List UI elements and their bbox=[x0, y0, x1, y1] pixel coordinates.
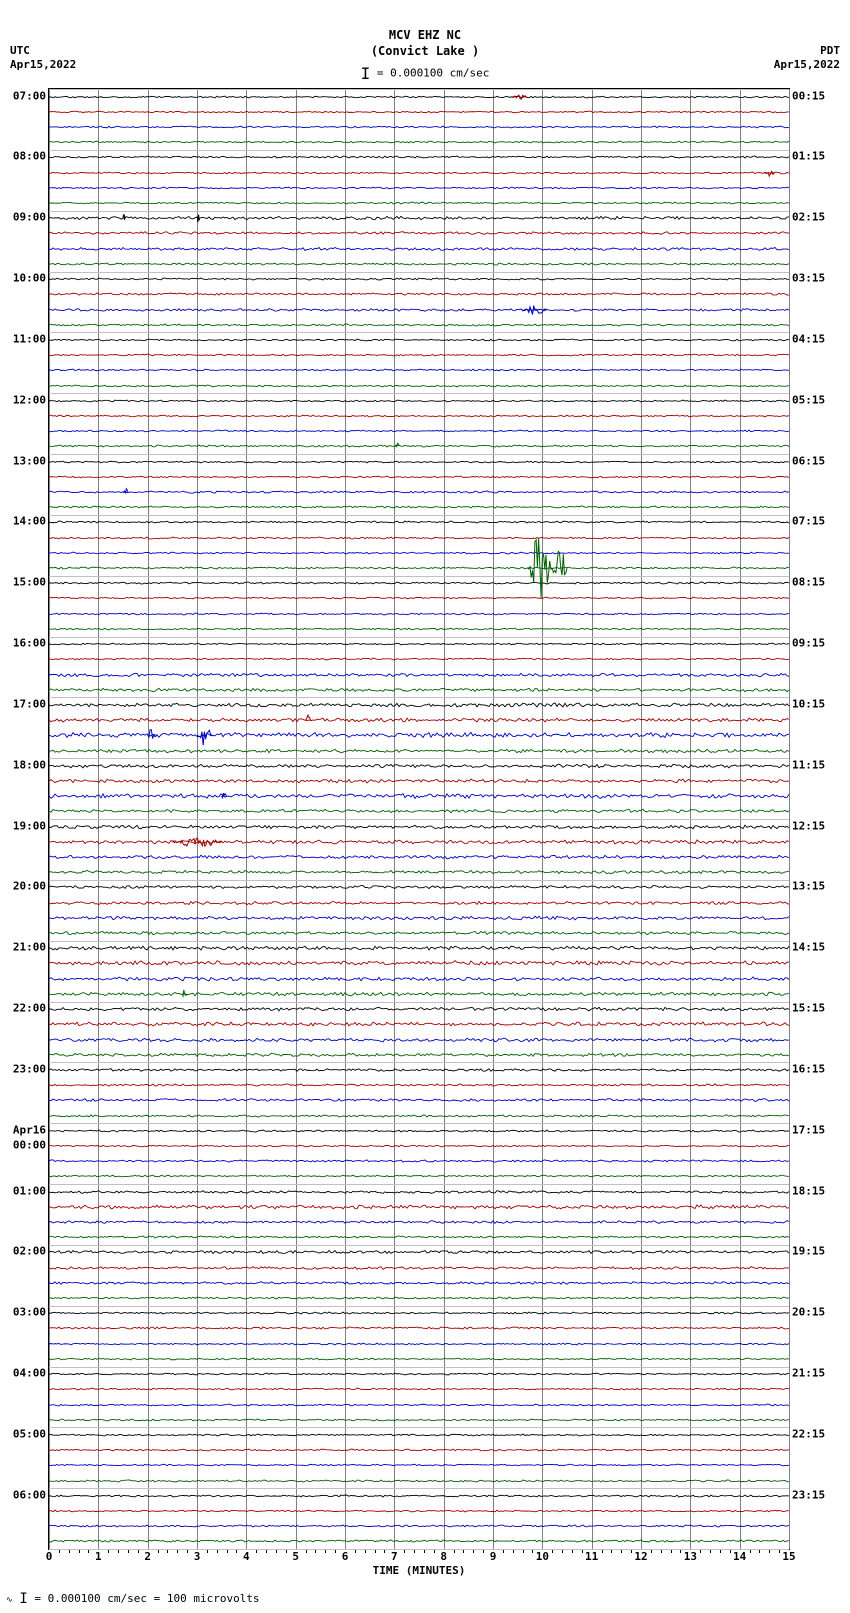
local-time-label: 19:15 bbox=[792, 1245, 825, 1258]
utc-time-label: Apr16 bbox=[13, 1123, 46, 1136]
utc-time-label: 11:00 bbox=[13, 332, 46, 345]
seismic-event bbox=[49, 934, 789, 1054]
utc-time-label: 12:00 bbox=[13, 393, 46, 406]
utc-time-label: 04:00 bbox=[13, 1367, 46, 1380]
footer-scale: ∿ I = 0.000100 cm/sec = 100 microvolts bbox=[6, 1591, 260, 1607]
local-time-label: 17:15 bbox=[792, 1123, 825, 1136]
local-time-label: 13:15 bbox=[792, 880, 825, 893]
local-time-label: 06:15 bbox=[792, 454, 825, 467]
local-time-label: 08:15 bbox=[792, 576, 825, 589]
utc-time-label: 19:00 bbox=[13, 819, 46, 832]
utc-time-label: 15:00 bbox=[13, 576, 46, 589]
utc-time-label: 07:00 bbox=[13, 89, 46, 102]
local-time-label: 21:15 bbox=[792, 1367, 825, 1380]
utc-time-label: 22:00 bbox=[13, 1002, 46, 1015]
local-time-label: 01:15 bbox=[792, 150, 825, 163]
local-time-label: 03:15 bbox=[792, 272, 825, 285]
local-time-label: 20:15 bbox=[792, 1306, 825, 1319]
utc-time-label: 05:00 bbox=[13, 1427, 46, 1440]
utc-time-label: 00:00 bbox=[13, 1138, 46, 1151]
scale-bar-icon: I bbox=[19, 1591, 27, 1607]
timezone-right: PDT bbox=[820, 44, 840, 57]
seismic-event bbox=[49, 782, 789, 902]
local-time-label: 07:15 bbox=[792, 515, 825, 528]
utc-time-label: 20:00 bbox=[13, 880, 46, 893]
seismic-event bbox=[49, 250, 789, 370]
local-time-label: 16:15 bbox=[792, 1062, 825, 1075]
local-time-label: 11:15 bbox=[792, 758, 825, 771]
local-time-label: 15:15 bbox=[792, 1002, 825, 1015]
utc-time-label: 06:00 bbox=[13, 1488, 46, 1501]
local-time-label: 18:15 bbox=[792, 1184, 825, 1197]
local-time-label: 09:15 bbox=[792, 637, 825, 650]
utc-time-label: 13:00 bbox=[13, 454, 46, 467]
plot-area: TIME (MINUTES) 0123456789101112131415 bbox=[48, 88, 790, 1550]
local-time-label: 00:15 bbox=[792, 89, 825, 102]
utc-time-label: 10:00 bbox=[13, 272, 46, 285]
gridline-vertical bbox=[789, 89, 790, 1549]
utc-time-label: 03:00 bbox=[13, 1306, 46, 1319]
seismic-trace bbox=[49, 1501, 789, 1581]
utc-time-label: 08:00 bbox=[13, 150, 46, 163]
utc-time-label: 16:00 bbox=[13, 637, 46, 650]
local-time-label: 12:15 bbox=[792, 819, 825, 832]
utc-time-label: 17:00 bbox=[13, 697, 46, 710]
utc-time-label: 23:00 bbox=[13, 1062, 46, 1075]
local-time-label: 04:15 bbox=[792, 332, 825, 345]
utc-time-label: 09:00 bbox=[13, 211, 46, 224]
local-time-label: 05:15 bbox=[792, 393, 825, 406]
utc-time-label: 14:00 bbox=[13, 515, 46, 528]
local-time-label: 23:15 bbox=[792, 1488, 825, 1501]
local-time-label: 14:15 bbox=[792, 941, 825, 954]
seismic-event bbox=[49, 508, 789, 628]
utc-time-label: 01:00 bbox=[13, 1184, 46, 1197]
local-time-label: 10:15 bbox=[792, 697, 825, 710]
local-time-label: 02:15 bbox=[792, 211, 825, 224]
utc-time-label: 18:00 bbox=[13, 758, 46, 771]
local-time-label: 22:15 bbox=[792, 1427, 825, 1440]
seismogram-container: MCV EHZ NC (Convict Lake ) I = 0.000100 … bbox=[0, 0, 850, 1613]
timezone-left: UTC bbox=[10, 44, 30, 57]
utc-time-label: 21:00 bbox=[13, 941, 46, 954]
utc-time-label: 02:00 bbox=[13, 1245, 46, 1258]
